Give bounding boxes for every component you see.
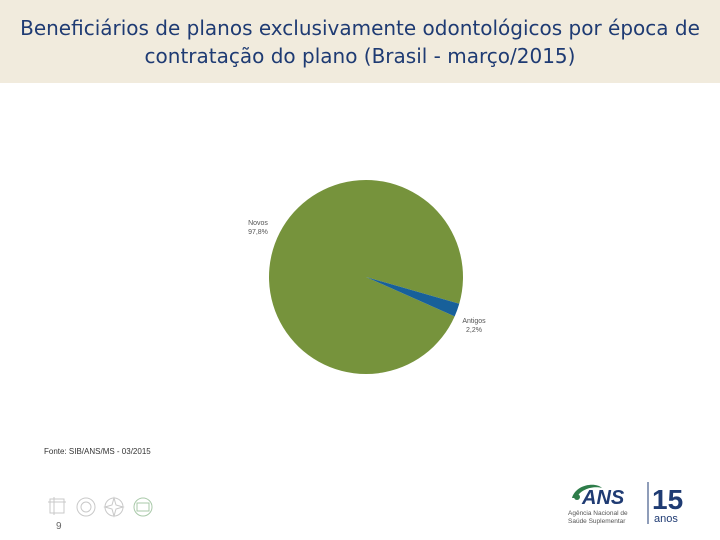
ans-wordmark: ANS (581, 487, 625, 509)
flower-icon (103, 496, 125, 518)
pie-slice-antigos (366, 277, 460, 317)
decorative-icons (48, 496, 153, 518)
slice-value-antigos: 2,2% (466, 327, 482, 334)
title-line-2: contratação do plano (Brasil - março/201… (144, 43, 576, 68)
title-line-1: Beneficiários de planos exclusivamente o… (20, 15, 700, 40)
slice-value-novos: 97,8% (248, 229, 268, 236)
page-number: 9 (56, 521, 62, 532)
ans-subtitle-line-2: Saúde Suplementar (568, 518, 626, 525)
ans-subtitle-line-1: Agência Nacional de (568, 510, 628, 517)
logo-years-number: 15 (652, 484, 683, 515)
slice-label-novos: Novos (248, 220, 268, 227)
frame-icon (48, 497, 66, 515)
slice-label-antigos: Antigos (462, 318, 486, 325)
emblem-icon (133, 497, 153, 517)
ans-logo: ANS Agência Nacional de Saúde Suplementa… (568, 482, 683, 525)
globe-icon (76, 497, 96, 517)
title-banner: Beneficiários de planos exclusivamente o… (0, 0, 720, 83)
source-note: Fonte: SIB/ANS/MS - 03/2015 (44, 447, 151, 456)
ans-swoosh-icon (572, 484, 602, 500)
logo-years-word: anos (654, 513, 678, 525)
